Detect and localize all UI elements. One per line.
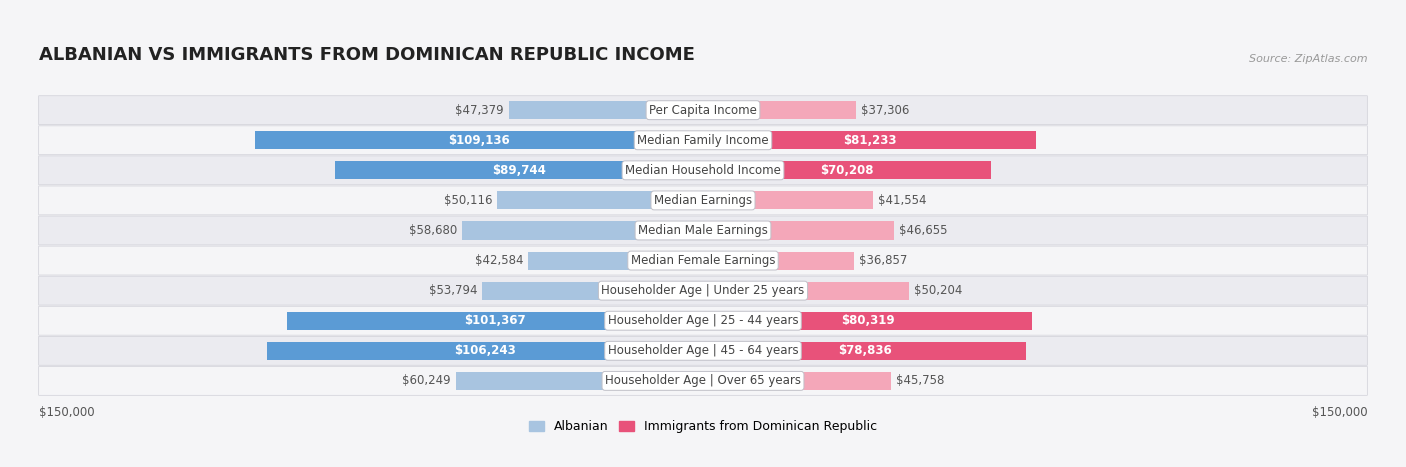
- Text: $50,204: $50,204: [914, 284, 962, 297]
- Text: $70,208: $70,208: [820, 164, 873, 177]
- FancyBboxPatch shape: [39, 156, 1367, 185]
- Text: $42,584: $42,584: [475, 254, 523, 267]
- Text: $150,000: $150,000: [39, 405, 94, 418]
- Text: $109,136: $109,136: [449, 134, 510, 147]
- Text: $37,306: $37,306: [860, 104, 910, 117]
- Text: $58,680: $58,680: [409, 224, 457, 237]
- FancyBboxPatch shape: [39, 216, 1367, 245]
- Text: $101,367: $101,367: [464, 314, 526, 327]
- FancyBboxPatch shape: [39, 336, 1367, 365]
- Bar: [703, 282, 908, 300]
- Text: $50,116: $50,116: [444, 194, 492, 207]
- Text: $80,319: $80,319: [841, 314, 894, 327]
- Text: $106,243: $106,243: [454, 344, 516, 357]
- Text: $47,379: $47,379: [456, 104, 503, 117]
- Bar: [463, 221, 703, 240]
- FancyBboxPatch shape: [39, 367, 1367, 396]
- Bar: [267, 342, 703, 360]
- Bar: [335, 161, 703, 179]
- Text: Median Earnings: Median Earnings: [654, 194, 752, 207]
- Bar: [456, 372, 703, 390]
- FancyBboxPatch shape: [39, 306, 1367, 335]
- Bar: [703, 221, 894, 240]
- Bar: [703, 131, 1036, 149]
- FancyBboxPatch shape: [39, 276, 1367, 305]
- Bar: [703, 311, 1032, 330]
- Bar: [482, 282, 703, 300]
- FancyBboxPatch shape: [39, 126, 1367, 155]
- Text: $89,744: $89,744: [492, 164, 546, 177]
- Text: $78,836: $78,836: [838, 344, 891, 357]
- Bar: [509, 101, 703, 119]
- FancyBboxPatch shape: [39, 246, 1367, 275]
- Bar: [703, 252, 853, 269]
- Bar: [498, 191, 703, 209]
- Text: Householder Age | 25 - 44 years: Householder Age | 25 - 44 years: [607, 314, 799, 327]
- Text: ALBANIAN VS IMMIGRANTS FROM DOMINICAN REPUBLIC INCOME: ALBANIAN VS IMMIGRANTS FROM DOMINICAN RE…: [39, 46, 695, 64]
- Bar: [287, 311, 703, 330]
- Text: $46,655: $46,655: [900, 224, 948, 237]
- Text: Per Capita Income: Per Capita Income: [650, 104, 756, 117]
- Text: Source: ZipAtlas.com: Source: ZipAtlas.com: [1249, 54, 1367, 64]
- Bar: [703, 161, 991, 179]
- Bar: [256, 131, 703, 149]
- Text: Median Female Earnings: Median Female Earnings: [631, 254, 775, 267]
- Text: $36,857: $36,857: [859, 254, 907, 267]
- Bar: [703, 342, 1026, 360]
- Bar: [529, 252, 703, 269]
- Text: Median Male Earnings: Median Male Earnings: [638, 224, 768, 237]
- Bar: [703, 191, 873, 209]
- Bar: [703, 372, 890, 390]
- FancyBboxPatch shape: [39, 186, 1367, 215]
- Text: $150,000: $150,000: [1312, 405, 1367, 418]
- FancyBboxPatch shape: [39, 96, 1367, 125]
- Text: $53,794: $53,794: [429, 284, 478, 297]
- Legend: Albanian, Immigrants from Dominican Republic: Albanian, Immigrants from Dominican Repu…: [529, 420, 877, 433]
- Text: $45,758: $45,758: [896, 375, 943, 388]
- Text: Householder Age | Under 25 years: Householder Age | Under 25 years: [602, 284, 804, 297]
- Bar: [703, 101, 856, 119]
- Text: Householder Age | Over 65 years: Householder Age | Over 65 years: [605, 375, 801, 388]
- Text: Householder Age | 45 - 64 years: Householder Age | 45 - 64 years: [607, 344, 799, 357]
- Text: Median Family Income: Median Family Income: [637, 134, 769, 147]
- Text: $41,554: $41,554: [879, 194, 927, 207]
- Text: $81,233: $81,233: [842, 134, 896, 147]
- Text: Median Household Income: Median Household Income: [626, 164, 780, 177]
- Text: $60,249: $60,249: [402, 375, 451, 388]
